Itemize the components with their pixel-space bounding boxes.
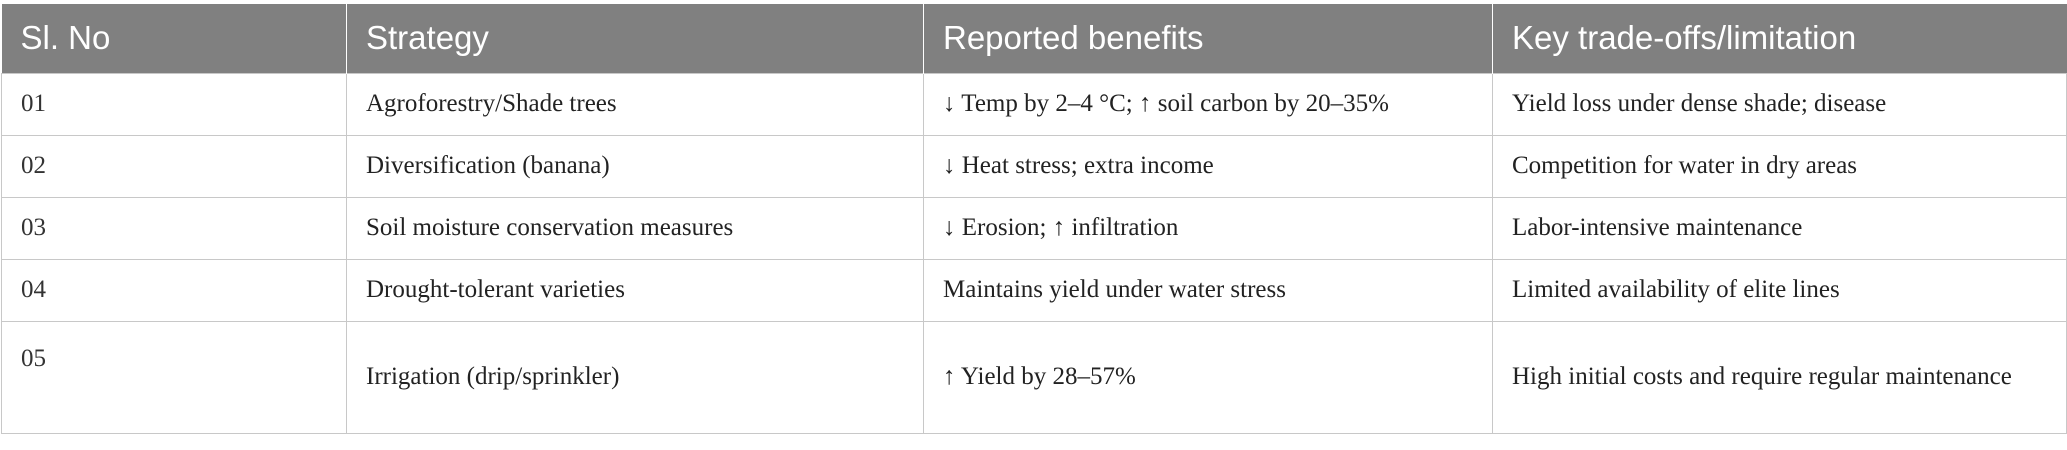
table-row: 01 Agroforestry/Shade trees ↓ Temp by 2–… xyxy=(1,72,2067,136)
cell-benefits: ↑ Yield by 28–57% xyxy=(923,320,1493,434)
cell-strategy: Diversification (banana) xyxy=(346,134,924,198)
cell-tradeoffs: High initial costs and require regular m… xyxy=(1492,320,2067,434)
cell-sl-no: 01 xyxy=(1,72,347,136)
cell-tradeoffs: Yield loss under dense shade; disease xyxy=(1492,72,2067,136)
table-header-row: Sl. No Strategy Reported benefits Key tr… xyxy=(1,4,2067,73)
cell-sl-no: 03 xyxy=(1,196,347,260)
header-reported-benefits: Reported benefits xyxy=(923,4,1493,73)
header-strategy: Strategy xyxy=(346,4,924,73)
strategies-table: Sl. No Strategy Reported benefits Key tr… xyxy=(1,4,2067,434)
cell-sl-no: 05 xyxy=(1,320,347,434)
header-key-tradeoffs: Key trade-offs/limitation xyxy=(1492,4,2067,73)
table-row: 03 Soil moisture conservation measures ↓… xyxy=(1,196,2067,260)
cell-benefits: ↓ Heat stress; extra income xyxy=(923,134,1493,198)
cell-tradeoffs: Labor-intensive maintenance xyxy=(1492,196,2067,260)
header-sl-no: Sl. No xyxy=(1,4,347,73)
cell-strategy: Soil moisture conservation measures xyxy=(346,196,924,260)
cell-tradeoffs: Limited availability of elite lines xyxy=(1492,258,2067,322)
table-row: 04 Drought-tolerant varieties Maintains … xyxy=(1,258,2067,322)
table-row: 02 Diversification (banana) ↓ Heat stres… xyxy=(1,134,2067,198)
cell-sl-no: 02 xyxy=(1,134,347,198)
cell-strategy: Drought-tolerant varieties xyxy=(346,258,924,322)
cell-strategy: Irrigation (drip/sprinkler) xyxy=(346,320,924,434)
cell-tradeoffs: Competition for water in dry areas xyxy=(1492,134,2067,198)
cell-benefits: Maintains yield under water stress xyxy=(923,258,1493,322)
cell-strategy: Agroforestry/Shade trees xyxy=(346,72,924,136)
table-row: 05 Irrigation (drip/sprinkler) ↑ Yield b… xyxy=(1,320,2067,434)
cell-benefits: ↓ Temp by 2–4 °C; ↑ soil carbon by 20–35… xyxy=(923,72,1493,136)
cell-sl-no: 04 xyxy=(1,258,347,322)
cell-benefits: ↓ Erosion; ↑ infiltration xyxy=(923,196,1493,260)
